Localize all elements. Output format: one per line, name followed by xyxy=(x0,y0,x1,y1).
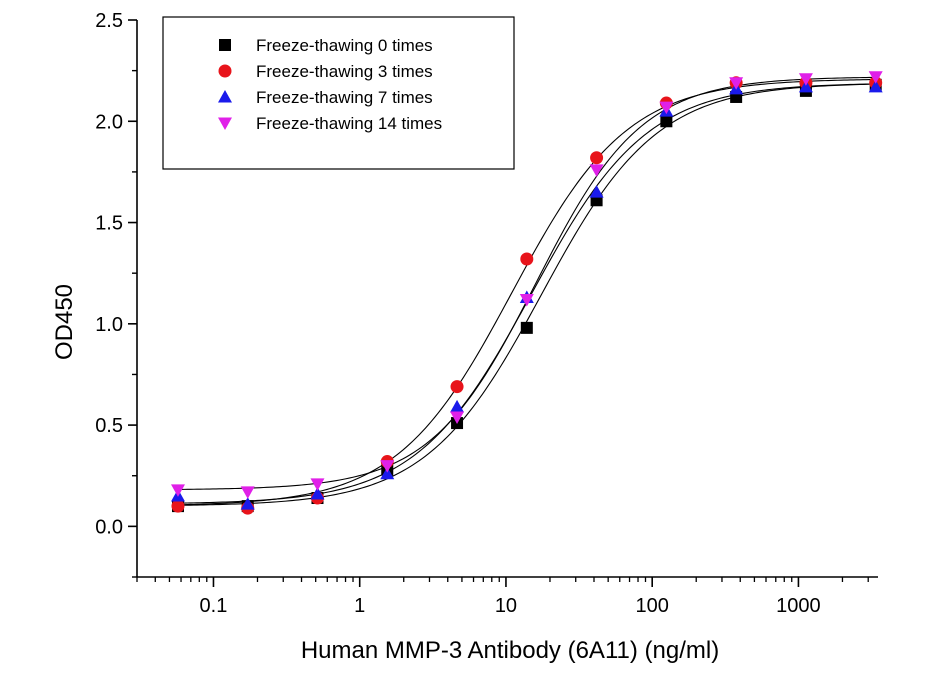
x-axis-title: Human MMP-3 Antibody (6A11) (ng/ml) xyxy=(301,637,719,664)
data-point xyxy=(659,101,674,115)
y-tick-label: 1.0 xyxy=(95,314,123,336)
data-point xyxy=(310,486,325,500)
data-point xyxy=(520,321,533,334)
y-tick-label: 0.0 xyxy=(95,516,123,538)
legend-label: Freeze-thawing 0 times xyxy=(256,36,433,55)
legend-label: Freeze-thawing 3 times xyxy=(256,62,433,81)
data-point xyxy=(171,499,185,513)
data-point xyxy=(589,185,604,198)
data-point xyxy=(660,115,673,128)
data-point xyxy=(589,164,604,177)
legend-label: Freeze-thawing 7 times xyxy=(256,88,433,107)
data-point xyxy=(868,71,883,84)
x-tick-label: 1 xyxy=(354,595,365,617)
data-point xyxy=(240,486,255,499)
legend-marker xyxy=(219,39,231,51)
data-point xyxy=(380,466,395,480)
data-point xyxy=(520,252,534,266)
x-tick-label: 100 xyxy=(636,595,669,617)
data-point xyxy=(450,411,465,424)
data-point xyxy=(590,151,604,165)
y-tick-label: 2.0 xyxy=(95,111,123,133)
data-point xyxy=(450,380,464,394)
data-point xyxy=(519,294,534,307)
data-point xyxy=(240,497,255,510)
x-tick-label: 0.1 xyxy=(200,595,228,617)
y-tick-label: 1.5 xyxy=(95,213,123,235)
data-point xyxy=(310,478,325,491)
legend-marker xyxy=(218,117,232,130)
y-axis-title: OD450 xyxy=(51,284,78,360)
legend: Freeze-thawing 0 times Freeze-thawing 3 t… xyxy=(162,16,515,170)
y-tick-label: 0.5 xyxy=(95,415,123,437)
chart-axes: 0.0 0.5 1.0 1.5 2.0 2.5 0.1 1 10 100 1000 xyxy=(95,10,878,617)
x-tick-label: 10 xyxy=(495,595,517,617)
x-tick-label: 1000 xyxy=(776,595,821,617)
legend-label: Freeze-thawing 14 times xyxy=(256,114,442,133)
data-point xyxy=(170,484,185,497)
data-point xyxy=(380,460,395,473)
legend-marker xyxy=(218,64,232,78)
data-point xyxy=(450,399,465,413)
data-point xyxy=(729,77,744,90)
data-points xyxy=(170,71,883,515)
data-point xyxy=(868,79,883,93)
data-point xyxy=(798,73,813,86)
legend-marker xyxy=(218,90,232,103)
fit-curve xyxy=(177,83,876,506)
data-point xyxy=(798,79,813,93)
y-tick-label: 2.5 xyxy=(95,10,123,32)
